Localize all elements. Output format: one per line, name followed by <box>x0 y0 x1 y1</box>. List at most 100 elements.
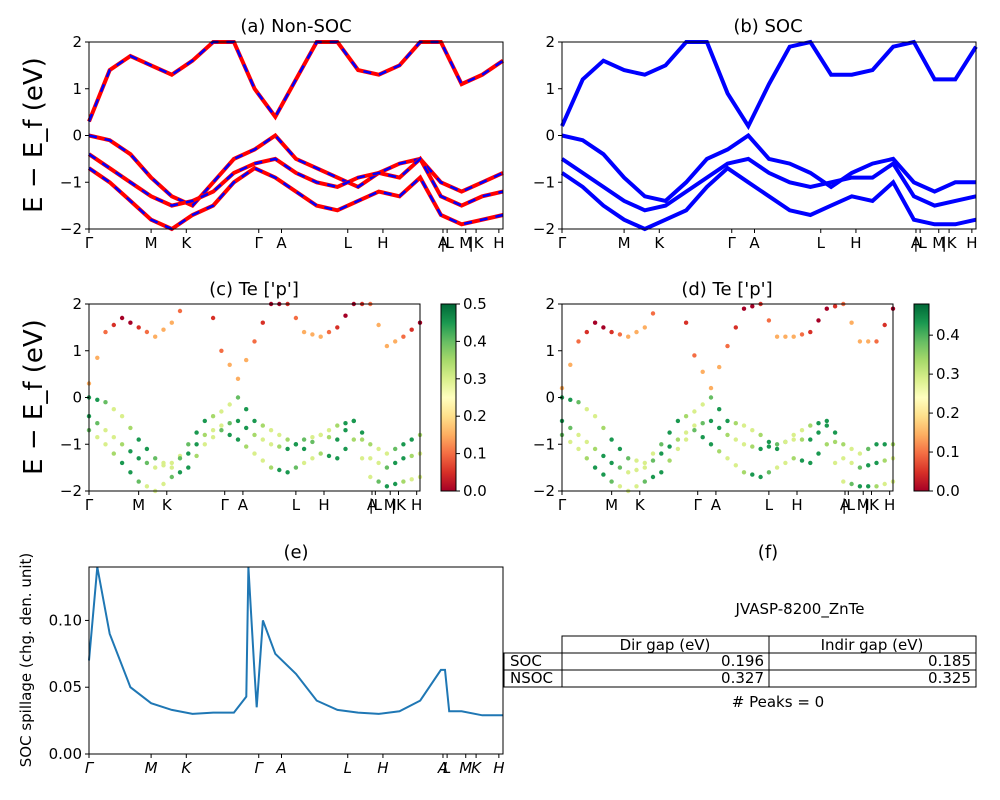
panel-e-xtick-label-10: K <box>471 759 482 777</box>
panel-c-xtick-label-1: M <box>132 496 145 514</box>
panel-d-point <box>816 451 821 456</box>
panel-e-plot <box>88 566 503 717</box>
panel-c-point <box>144 446 150 452</box>
panel-a-xtick-label-5: L <box>344 234 353 252</box>
panel-d-point <box>568 425 573 431</box>
panel-d-point <box>766 444 772 449</box>
panel-c-point <box>326 435 332 440</box>
panel-c-kpath: Γ M K Γ A L H A|L M|K H <box>85 491 422 514</box>
panel-c-point <box>202 432 207 438</box>
panel-d-kpath: Γ M K Γ A L H A|L M|K H <box>558 491 895 514</box>
panel-d-point <box>584 439 589 445</box>
panel-d-ytick-label-3: −1 <box>533 435 555 453</box>
panel-c-point <box>153 465 158 470</box>
panel-c-point <box>285 437 290 442</box>
panel-a-ytick-label-3: −1 <box>60 173 82 191</box>
panel-c-point <box>235 418 241 424</box>
panel-c-point <box>343 428 348 433</box>
panel-c-point <box>318 451 323 456</box>
panel-c-point <box>335 423 340 428</box>
panel-d-point <box>617 332 623 337</box>
panel-c-frame <box>88 303 421 492</box>
panel-d-point <box>766 470 772 475</box>
panel-c-point <box>326 329 332 335</box>
panel-b-ytick-label-2: 0 <box>545 127 555 145</box>
panel-b: (b) SOC 210−1−2 Γ M K Γ A L H A|L M|K H <box>533 16 978 252</box>
panel-d-point <box>725 343 730 349</box>
panel-d-point <box>750 304 755 309</box>
panel-e-xtick-label-11: H <box>493 759 504 777</box>
panel-c-point <box>177 470 183 475</box>
panel-a-xtick-label-8: |L <box>440 234 454 252</box>
panel-d-point <box>866 339 871 344</box>
panel-c-colorbar <box>440 303 457 492</box>
panel-c-point <box>119 414 125 419</box>
panel-c-point <box>260 423 265 428</box>
panel-d-point <box>783 439 788 445</box>
panel-c-point <box>368 474 373 480</box>
panel-d-cbtick-label-0: 0.4 <box>936 326 960 344</box>
panel-d-point <box>683 430 689 435</box>
panel-c-cbtick-label-5: 0.0 <box>463 482 487 500</box>
panel-c-point <box>277 467 282 473</box>
panel-b-band-1 <box>561 132 976 204</box>
panel-d-point <box>708 418 714 424</box>
panel-c-point <box>268 442 274 447</box>
panel-d-xtick-label-2: K <box>635 496 646 514</box>
panel-d-point <box>750 428 755 433</box>
panel-c-point <box>186 451 191 456</box>
panel-c-point <box>301 437 307 442</box>
panel-d-point <box>659 451 664 456</box>
panel-e-xtick-label-2: K <box>181 759 192 777</box>
panel-c-point <box>351 437 356 442</box>
panel-d-point <box>692 353 697 358</box>
panel-c-point <box>384 465 390 470</box>
panel-d-point <box>700 435 705 440</box>
panel-e-title: (e) <box>283 542 308 563</box>
panel-c-colorbar-ticks: 0.5 0.4 0.3 0.2 0.1 0.0 <box>456 295 487 500</box>
panel-c-point <box>393 339 398 344</box>
panel-e-xtick-label-5: L <box>344 759 352 777</box>
panel-d-point <box>832 439 838 445</box>
panel-b-xtick-label-7: A <box>911 234 922 252</box>
panel-d-point <box>741 423 747 428</box>
panel-c-point <box>359 437 365 442</box>
panel-d-point <box>857 451 863 456</box>
panel-c-point <box>293 442 299 447</box>
panel-d-xtick-label-7: A <box>840 496 851 514</box>
panel-e-xtick-label-7: A <box>437 759 448 777</box>
panel-d-point <box>725 432 730 438</box>
panel-c-cbtick-label-2: 0.3 <box>463 370 487 388</box>
panel-d-point <box>592 446 598 452</box>
panel-d-point <box>874 484 879 489</box>
panel-a-xtick-label-6: H <box>377 234 388 252</box>
panel-c-point <box>285 446 290 452</box>
panel-c-point <box>210 428 216 433</box>
panel-c-point <box>376 479 381 484</box>
panel-c-point <box>293 465 299 470</box>
panel-c-point <box>393 446 398 452</box>
panel-c-point <box>144 329 150 335</box>
panel-c-point <box>144 460 150 466</box>
panel-c-xtick-label-11: H <box>411 496 422 514</box>
panel-a-xtick-label-3: Γ <box>255 234 264 252</box>
panel-c-point <box>359 430 365 435</box>
panel-c-point <box>368 442 373 447</box>
panel-c-point <box>376 460 381 466</box>
panel-c-cbtick-label-3: 0.2 <box>463 407 487 425</box>
panel-c-point <box>343 313 348 318</box>
panel-a-band-3 <box>87 165 504 232</box>
panel-c-point <box>368 456 373 461</box>
panel-c-point <box>227 362 232 367</box>
panel-d-point <box>841 442 846 447</box>
panel-d-point <box>675 418 681 424</box>
panel-d-point <box>584 329 589 335</box>
panel-c-point <box>136 325 141 330</box>
panel-d-point <box>617 446 623 452</box>
panel-d-point <box>650 474 656 480</box>
panel-c-point <box>210 414 216 419</box>
panel-d-xtick-label-11: H <box>884 496 895 514</box>
panel-c-point <box>103 329 108 335</box>
panel-c-point <box>210 315 216 321</box>
